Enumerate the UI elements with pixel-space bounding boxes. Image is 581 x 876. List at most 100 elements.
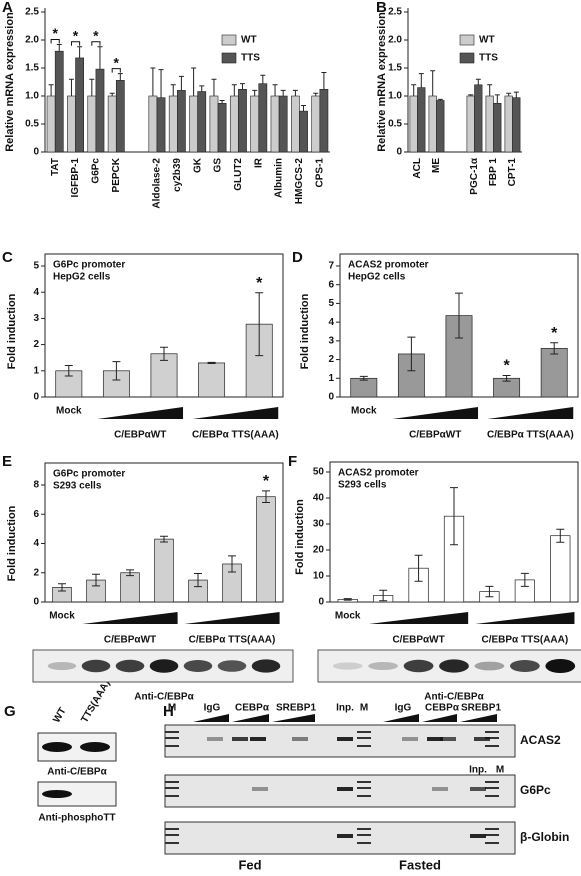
bar <box>46 95 56 153</box>
y-tick-label: 7 <box>328 261 334 272</box>
blot-band <box>250 737 266 741</box>
error-bar <box>150 67 156 96</box>
blot-band <box>509 660 540 672</box>
blot-band <box>47 662 77 670</box>
ladder-band <box>357 731 371 733</box>
lane-label: Inp. <box>336 703 354 714</box>
blot-band <box>368 662 399 670</box>
bar <box>217 102 227 153</box>
group-label: C/EBPαWT <box>104 635 156 646</box>
bar <box>189 95 198 153</box>
bar <box>299 110 308 153</box>
bar <box>311 95 321 153</box>
lane-label: CEBPα <box>235 703 270 714</box>
blot-band <box>252 787 268 791</box>
y-tick-label: 6 <box>328 279 334 290</box>
ladder-band <box>165 787 179 789</box>
bar <box>550 535 571 603</box>
y-tick-label: 0 <box>33 597 39 608</box>
chart-subtitle: HepG2 cells <box>53 272 111 283</box>
significance-bracket <box>91 41 101 46</box>
chart-title: G6Pc promoter <box>53 260 125 271</box>
bar <box>409 95 418 153</box>
y-tick-label: 1.5 <box>388 63 402 74</box>
x-tick-label: IR <box>253 157 264 168</box>
bar <box>291 95 300 153</box>
error-bar <box>485 585 494 598</box>
row-label: β-Globin <box>520 830 569 844</box>
error-bar <box>239 83 245 90</box>
ladder-band <box>485 842 499 844</box>
ladder-band <box>485 828 499 830</box>
y-tick-label: 2 <box>328 354 334 365</box>
error-bar <box>550 342 559 355</box>
blot-band <box>474 661 505 671</box>
blot-band <box>439 659 469 673</box>
error-bar <box>64 365 73 377</box>
y-tick-label: 0 <box>396 147 402 158</box>
y-tick-label: 0 <box>33 392 39 403</box>
error-bar <box>56 43 62 52</box>
significance-bracket <box>70 41 81 46</box>
error-bar <box>437 98 443 101</box>
lane-label: SREBP1 <box>461 703 501 714</box>
error-bar <box>178 75 184 91</box>
blot-band <box>149 659 179 673</box>
dose-wedge <box>422 714 457 722</box>
lane-label: M <box>168 703 176 714</box>
blot-label: Anti-C/EBPα <box>47 767 107 778</box>
error-bar <box>228 555 236 573</box>
error-bar <box>191 67 197 96</box>
blot-band <box>42 790 72 798</box>
blot-band <box>337 737 353 741</box>
error-bar <box>494 94 500 104</box>
y-tick-label: 2 <box>33 567 39 578</box>
group-label: C/EBPα TTS(AAA) <box>482 635 569 646</box>
y-axis-label: Fold induction <box>6 505 18 581</box>
blot-band <box>545 659 576 673</box>
ladder-band <box>357 787 371 789</box>
lane-label: M <box>360 703 368 714</box>
error-bar <box>414 554 423 582</box>
blot-band <box>427 737 443 741</box>
lane-label: IgG <box>204 703 221 714</box>
ladder-band <box>165 834 179 836</box>
error-bar <box>379 589 388 602</box>
bar <box>87 95 97 153</box>
y-axis-label: Relative mRNA expression <box>376 12 388 152</box>
blot-band <box>403 659 434 673</box>
error-bar <box>260 74 266 84</box>
y-axis-label: Relative mRNA expression <box>4 12 16 152</box>
ladder-band <box>485 745 499 747</box>
ladder-band <box>165 745 179 747</box>
error-bar <box>450 487 458 546</box>
error-bar <box>556 528 565 543</box>
error-bar <box>513 91 519 98</box>
y-tick-label: 0 <box>33 147 39 158</box>
bar <box>485 95 494 153</box>
y-tick-label: 2.0 <box>388 35 402 46</box>
bar <box>319 88 329 153</box>
y-tick-label: 30 <box>313 519 325 530</box>
x-tick-label: GS <box>213 158 224 173</box>
blot-band <box>337 834 353 838</box>
blot-band <box>42 742 72 752</box>
blot-band <box>332 662 363 670</box>
y-tick-label: 1 <box>33 365 39 376</box>
x-tick-label: IGFBP-1 <box>70 158 81 198</box>
group-label: C/EBPαWT <box>114 430 166 441</box>
x-tick-label: G6Pc <box>91 158 102 184</box>
ladder-band <box>357 737 371 739</box>
bar <box>115 80 125 153</box>
y-tick-label: 1.0 <box>25 91 39 102</box>
bar <box>512 97 521 153</box>
panel-letter: F <box>288 453 297 470</box>
error-bar <box>292 89 298 96</box>
significance-bracket <box>111 68 121 73</box>
error-bar <box>207 361 216 364</box>
blot-band <box>80 742 110 752</box>
dose-wedge <box>383 714 419 722</box>
blot-band <box>217 660 247 672</box>
y-tick-label: 1.0 <box>388 91 402 102</box>
bar <box>154 538 174 603</box>
